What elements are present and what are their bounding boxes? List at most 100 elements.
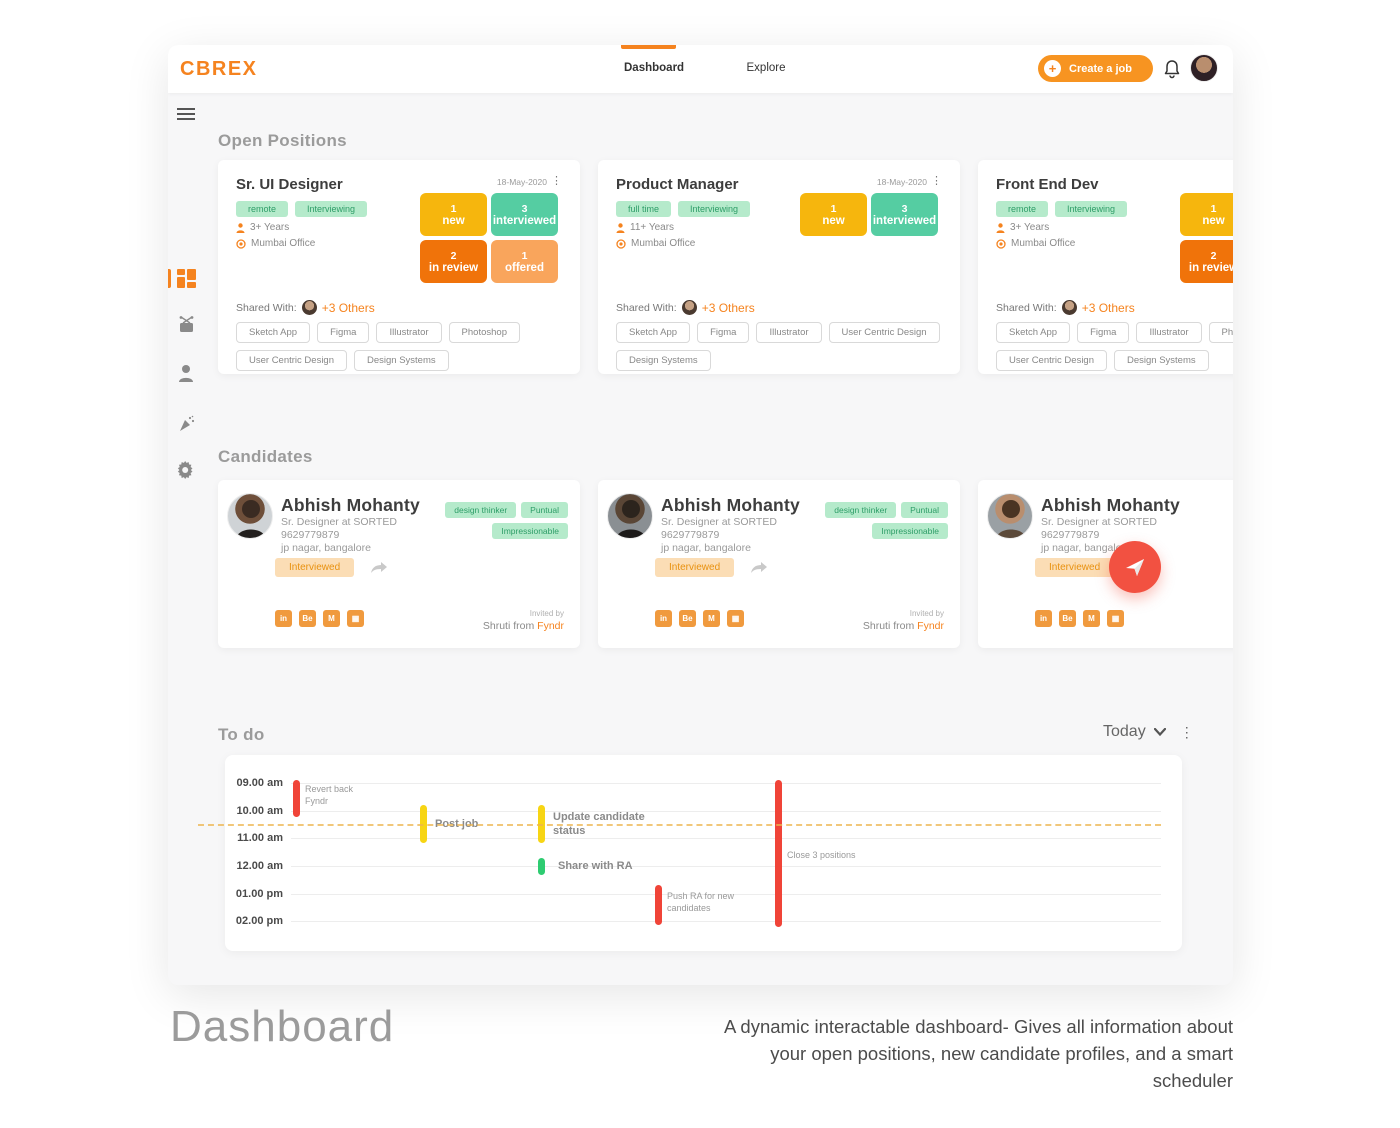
create-job-button[interactable]: + Create a job bbox=[1038, 55, 1153, 82]
position-card[interactable]: Sr. UI Designer 18-May-2020 ⋮ remote Int… bbox=[218, 160, 580, 374]
instagram-icon[interactable]: ▦ bbox=[727, 610, 744, 627]
sidebar-item-candidates-person-icon[interactable] bbox=[177, 364, 195, 382]
task-bar[interactable] bbox=[775, 780, 782, 927]
candidate-status-badge: Interviewed bbox=[655, 558, 735, 577]
invited-by-name: Shruti from Fyndr bbox=[862, 620, 944, 632]
grid-line bbox=[291, 811, 1161, 812]
sidebar-item-drum-icon[interactable] bbox=[177, 315, 195, 333]
task-bar[interactable] bbox=[538, 858, 545, 875]
invited-by-label: Invited by bbox=[529, 609, 564, 618]
skill-chip: Design Systems bbox=[616, 350, 711, 371]
sidebar-item-dashboard-grid-icon[interactable] bbox=[177, 269, 196, 288]
stat-new[interactable]: 1 new bbox=[1180, 193, 1233, 236]
position-title: Sr. UI Designer bbox=[236, 176, 343, 193]
skill-chip: Sketch App bbox=[996, 322, 1071, 343]
grid-line bbox=[291, 921, 1161, 922]
kebab-menu-icon[interactable]: ⋮ bbox=[551, 175, 562, 187]
medium-icon[interactable]: M bbox=[1083, 610, 1100, 627]
position-card[interactable]: Product Manager 18-May-2020 ⋮ full time … bbox=[598, 160, 960, 374]
position-title: Product Manager bbox=[616, 176, 739, 193]
skill-chip: Figma bbox=[1077, 322, 1130, 343]
time-label: 09.00 am bbox=[236, 777, 283, 789]
candidate-phone: 9629779879 bbox=[281, 529, 340, 541]
forward-share-icon[interactable] bbox=[750, 561, 768, 574]
candidate-status-badge: Interviewed bbox=[1035, 558, 1115, 577]
behance-icon[interactable]: Be bbox=[679, 610, 696, 627]
skill-chip: Illustrator bbox=[376, 322, 442, 343]
time-label: 12.00 am bbox=[236, 860, 283, 872]
stat-new[interactable]: 1 new bbox=[420, 193, 487, 236]
grid-line bbox=[291, 838, 1161, 839]
shared-avatar bbox=[301, 300, 317, 315]
skill-chip: Design Systems bbox=[1114, 350, 1209, 371]
grid-line bbox=[291, 783, 1161, 784]
linkedin-icon[interactable]: in bbox=[1035, 610, 1052, 627]
skill-chip: Figma bbox=[317, 322, 370, 343]
candidates-heading: Candidates bbox=[218, 447, 313, 466]
candidate-name: Abhish Mohanty bbox=[1041, 495, 1180, 515]
candidate-location: jp nagar, bangalore bbox=[281, 542, 371, 554]
skill-chip: Sketch App bbox=[236, 322, 311, 343]
invited-org[interactable]: Fyndr bbox=[917, 620, 944, 632]
position-experience: 3+ Years bbox=[1010, 222, 1050, 233]
trait-chip: Puntual bbox=[901, 502, 948, 518]
stat-new[interactable]: 1 new bbox=[800, 193, 867, 236]
todo-timeline: 09.00 am 10.00 am 11.00 am 12.00 am 01.0… bbox=[225, 755, 1182, 951]
linkedin-icon[interactable]: in bbox=[275, 610, 292, 627]
stat-interviewed[interactable]: 3 interviewed bbox=[491, 193, 558, 236]
shared-others-link[interactable]: +3 Others bbox=[701, 300, 755, 315]
caption-title: Dashboard bbox=[170, 1002, 395, 1051]
medium-icon[interactable]: M bbox=[323, 610, 340, 627]
task-bar[interactable] bbox=[655, 885, 662, 925]
skill-chip: Photoshop bbox=[448, 322, 520, 343]
sidebar-item-promote-popper-icon[interactable] bbox=[177, 414, 195, 432]
candidate-name: Abhish Mohanty bbox=[661, 495, 800, 515]
instagram-icon[interactable]: ▦ bbox=[1107, 610, 1124, 627]
tab-dashboard[interactable]: Dashboard bbox=[624, 62, 685, 74]
medium-icon[interactable]: M bbox=[703, 610, 720, 627]
forward-share-icon[interactable] bbox=[370, 561, 388, 574]
stat-offered[interactable]: 1 offered bbox=[491, 240, 558, 283]
behance-icon[interactable]: Be bbox=[299, 610, 316, 627]
candidate-card[interactable]: Abhish Mohanty Sr. Designer at SORTED 96… bbox=[978, 480, 1233, 648]
behance-icon[interactable]: Be bbox=[1059, 610, 1076, 627]
task-label: Revert back Fyndr bbox=[305, 784, 354, 806]
shared-with-label: Shared With: bbox=[996, 301, 1057, 314]
invited-org[interactable]: Fyndr bbox=[537, 620, 564, 632]
skill-chip: Design Systems bbox=[354, 350, 449, 371]
active-tab-indicator bbox=[621, 45, 676, 49]
tab-explore[interactable]: Explore bbox=[746, 62, 786, 74]
candidate-avatar bbox=[607, 493, 653, 539]
kebab-menu-icon[interactable]: ⋮ bbox=[931, 175, 942, 187]
instagram-icon[interactable]: ▦ bbox=[347, 610, 364, 627]
candidate-card[interactable]: Abhish Mohanty Sr. Designer at SORTED 96… bbox=[218, 480, 580, 648]
linkedin-icon[interactable]: in bbox=[655, 610, 672, 627]
trait-chip: design thinker bbox=[825, 502, 897, 518]
stat-in-review[interactable]: 2in review bbox=[1180, 240, 1233, 283]
todo-heading: To do bbox=[218, 725, 265, 744]
shared-others-link[interactable]: +3 Others bbox=[1081, 300, 1135, 315]
position-tag: Interviewing bbox=[1055, 201, 1128, 217]
candidate-role: Sr. Designer at SORTED bbox=[661, 516, 777, 528]
shared-avatar bbox=[681, 300, 697, 315]
candidate-card[interactable]: Abhish Mohanty Sr. Designer at SORTED 96… bbox=[598, 480, 960, 648]
user-avatar[interactable] bbox=[1190, 54, 1218, 82]
position-card[interactable]: Front End Dev 18-May-2020 ⋮ remote Inter… bbox=[978, 160, 1233, 374]
time-label: 01.00 pm bbox=[235, 888, 283, 900]
stat-interviewed[interactable]: 3 interviewed bbox=[871, 193, 938, 236]
send-fab-button[interactable] bbox=[1109, 541, 1161, 593]
sidebar-item-settings-gear-icon[interactable] bbox=[177, 461, 195, 480]
candidate-avatar bbox=[987, 493, 1033, 539]
hamburger-menu-icon[interactable] bbox=[177, 107, 195, 125]
shared-others-link[interactable]: +3 Others bbox=[321, 300, 375, 315]
notification-bell-icon[interactable] bbox=[1163, 59, 1181, 79]
task-bar[interactable] bbox=[293, 780, 300, 817]
candidate-location: jp nagar, bangalore bbox=[661, 542, 751, 554]
chevron-down-icon[interactable] bbox=[1153, 728, 1166, 736]
todo-day-filter[interactable]: Today bbox=[1103, 723, 1146, 740]
plus-icon: + bbox=[1044, 60, 1061, 77]
skill-chip: Photoshop bbox=[1208, 322, 1233, 343]
position-experience: 11+ Years bbox=[630, 222, 675, 233]
todo-kebab-menu-icon[interactable]: ⋮ bbox=[1179, 723, 1194, 740]
